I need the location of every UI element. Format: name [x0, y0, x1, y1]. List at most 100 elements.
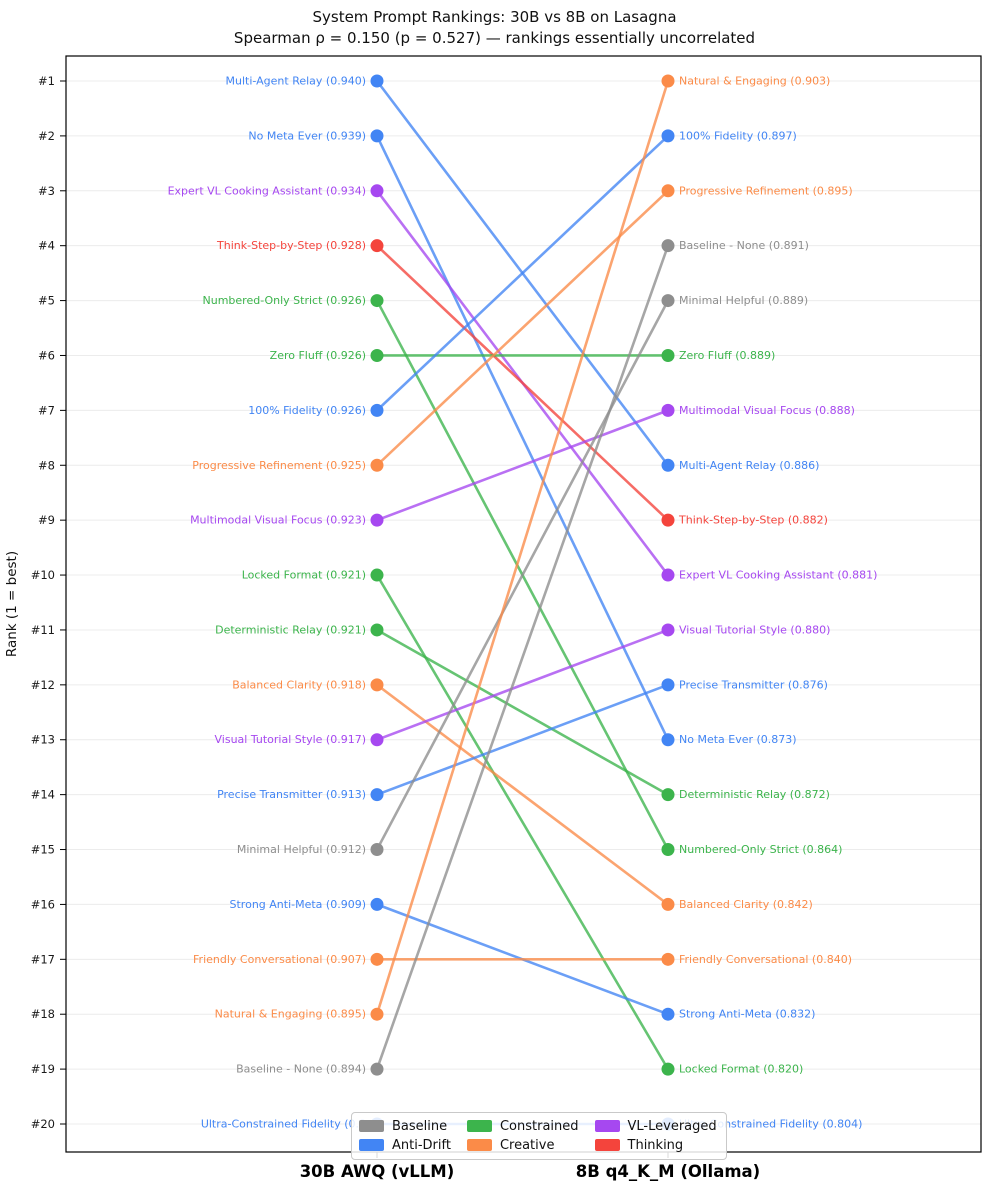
dot-30b-natural-engaging	[370, 1007, 384, 1021]
left-label-friendly-conversational: Friendly Conversational (0.907)	[193, 953, 366, 966]
legend-item-creative: Creative	[466, 1137, 579, 1153]
grid-layer	[66, 80, 981, 1125]
y-tick-label: #20	[31, 1117, 55, 1131]
left-label-zero-fluff: Zero Fluff (0.926)	[270, 349, 366, 362]
dot-8b-multimodal-visual-focus	[661, 403, 675, 417]
dot-30b-multi-agent-relay	[370, 74, 384, 88]
right-label-precise-transmitter: Precise Transmitter (0.876)	[679, 678, 828, 691]
y-tick-label: #1	[38, 74, 55, 88]
dot-8b-multi-agent-relay	[661, 458, 675, 472]
y-tick-label: #14	[31, 788, 55, 802]
legend-column: Baseline Anti-Drift	[359, 1118, 451, 1153]
right-label-numbered-only-strict: Numbered-Only Strict (0.864)	[679, 843, 842, 856]
left-label-numbered-only-strict: Numbered-Only Strict (0.926)	[203, 294, 366, 307]
slope-line-100-fidelity	[375, 134, 670, 412]
dot-8b-friendly-conversational	[661, 952, 675, 966]
slope-line-progressive-refinement	[375, 189, 670, 467]
left-label-locked-format: Locked Format (0.921)	[242, 569, 366, 582]
dot-8b-deterministic-relay	[661, 788, 675, 802]
legend-swatch-icon	[466, 1139, 492, 1151]
slope-line-multimodal-visual-focus	[375, 409, 670, 522]
x-axis-label-30b: 30B AWQ (vLLM)	[300, 1162, 455, 1181]
legend-label: Thinking	[627, 1137, 684, 1153]
left-label-minimal-helpful: Minimal Helpful (0.912)	[237, 843, 366, 856]
left-label-100-fidelity: 100% Fidelity (0.926)	[248, 404, 366, 417]
dot-30b-deterministic-relay	[370, 623, 384, 637]
left-label-ultra-constrained-fidelity: Ultra-Constrained Fidelity (0.8	[201, 1118, 366, 1131]
right-label-balanced-clarity: Balanced Clarity (0.842)	[679, 898, 813, 911]
left-label-no-meta-ever: No Meta Ever (0.939)	[248, 129, 366, 142]
dot-30b-zero-fluff	[370, 348, 384, 362]
y-tick-label: #5	[38, 294, 55, 308]
legend-label: Creative	[499, 1137, 555, 1153]
legend-item-vl-leveraged: VL-Leveraged	[594, 1118, 717, 1134]
y-tick-label: #18	[31, 1007, 55, 1021]
right-label-progressive-refinement: Progressive Refinement (0.895)	[679, 184, 853, 197]
dot-8b-natural-engaging	[661, 74, 675, 88]
y-tick-label: #12	[31, 678, 55, 692]
chart-title: System Prompt Rankings: 30B vs 8B on Las…	[312, 8, 677, 26]
right-label-natural-engaging: Natural & Engaging (0.903)	[679, 75, 830, 88]
dot-8b-no-meta-ever	[661, 733, 675, 747]
right-label-no-meta-ever: No Meta Ever (0.873)	[679, 733, 797, 746]
y-tick-label: #15	[31, 843, 55, 857]
right-label-deterministic-relay: Deterministic Relay (0.872)	[679, 788, 830, 801]
dot-8b-progressive-refinement	[661, 184, 675, 198]
y-tick-label: #3	[38, 184, 55, 198]
legend-label: Baseline	[392, 1118, 448, 1134]
slope-line-deterministic-relay	[375, 628, 670, 796]
y-tick-label: #7	[38, 403, 55, 417]
slope-line-no-meta-ever	[375, 134, 670, 742]
left-label-visual-tutorial-style: Visual Tutorial Style (0.917)	[215, 733, 366, 746]
plot-frame	[65, 55, 982, 1153]
x-axis-label-8b: 8B q4_K_M (Ollama)	[576, 1162, 760, 1181]
dot-8b-strong-anti-meta	[661, 1007, 675, 1021]
dot-8b-think-step-by-step	[661, 513, 675, 527]
slope-line-minimal-helpful	[375, 299, 670, 851]
dot-30b-100-fidelity	[370, 403, 384, 417]
dot-8b-100-fidelity	[661, 129, 675, 143]
left-label-strong-anti-meta: Strong Anti-Meta (0.909)	[230, 898, 366, 911]
slope-line-natural-engaging	[375, 79, 670, 1016]
legend-column: VL-Leveraged Thinking	[594, 1118, 717, 1153]
dot-30b-precise-transmitter	[370, 788, 384, 802]
right-label-multi-agent-relay: Multi-Agent Relay (0.886)	[679, 459, 819, 472]
left-label-multimodal-visual-focus: Multimodal Visual Focus (0.923)	[190, 514, 366, 527]
legend-label: Constrained	[499, 1118, 579, 1134]
right-label-think-step-by-step: Think-Step-by-Step (0.882)	[678, 514, 828, 527]
dot-30b-locked-format	[370, 568, 384, 582]
left-label-multi-agent-relay: Multi-Agent Relay (0.940)	[226, 75, 366, 88]
right-label-zero-fluff: Zero Fluff (0.889)	[679, 349, 775, 362]
y-tick-label: #9	[38, 513, 55, 527]
legend-column: Constrained Creative	[466, 1118, 579, 1153]
label-layer: Multi-Agent Relay (0.940) Multi-Agent Rel…	[168, 75, 878, 1131]
left-label-baseline-none: Baseline - None (0.894)	[236, 1063, 366, 1076]
dot-30b-think-step-by-step	[370, 239, 384, 253]
y-tick-label: #2	[38, 129, 55, 143]
line-layer	[375, 79, 670, 1126]
legend-swatch-icon	[594, 1120, 620, 1132]
legend-item-baseline: Baseline	[359, 1118, 451, 1134]
right-label-friendly-conversational: Friendly Conversational (0.840)	[679, 953, 852, 966]
y-axis-label: Rank (1 = best)	[4, 551, 20, 657]
left-label-deterministic-relay: Deterministic Relay (0.921)	[215, 623, 366, 636]
y-tick-label: #16	[31, 897, 55, 911]
dot-8b-precise-transmitter	[661, 678, 675, 692]
dot-8b-visual-tutorial-style	[661, 623, 675, 637]
dot-30b-visual-tutorial-style	[370, 733, 384, 747]
dot-30b-progressive-refinement	[370, 458, 384, 472]
left-label-expert-vl-cooking-assistant: Expert VL Cooking Assistant (0.934)	[168, 184, 366, 197]
dot-30b-friendly-conversational	[370, 952, 384, 966]
y-tick-label: #6	[38, 348, 55, 362]
dot-8b-minimal-helpful	[661, 294, 675, 308]
y-tick-label: #10	[31, 568, 55, 582]
left-label-progressive-refinement: Progressive Refinement (0.925)	[192, 459, 366, 472]
right-label-minimal-helpful: Minimal Helpful (0.889)	[679, 294, 808, 307]
legend: Baseline Anti-Drift Constrained Creative VL-…	[351, 1112, 727, 1160]
legend-swatch-icon	[359, 1139, 384, 1151]
left-label-natural-engaging: Natural & Engaging (0.895)	[215, 1008, 366, 1021]
legend-swatch-icon	[466, 1120, 492, 1132]
dot-30b-multimodal-visual-focus	[370, 513, 384, 527]
